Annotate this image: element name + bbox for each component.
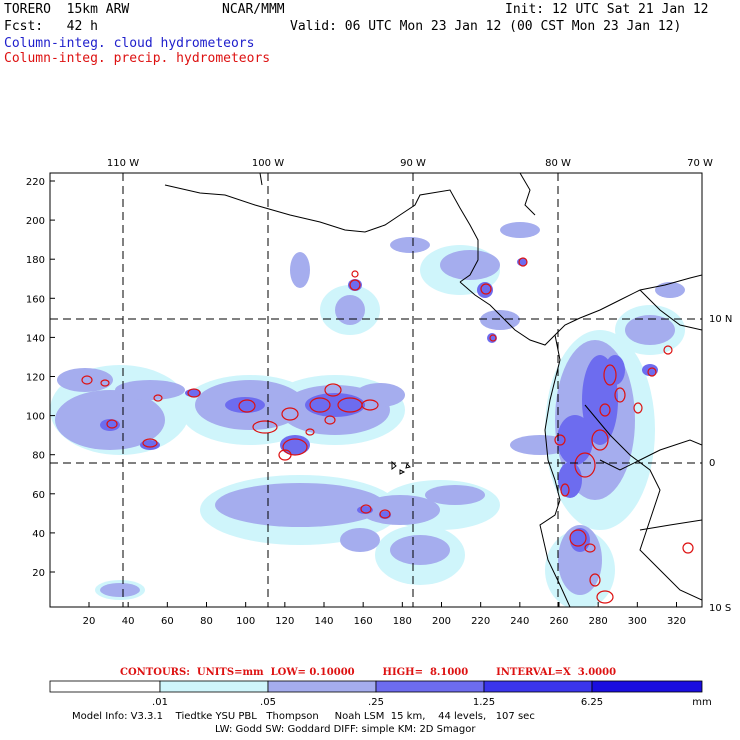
colorbar-level-1: .05 bbox=[260, 697, 276, 708]
lon-label-70w: 70 W bbox=[687, 158, 713, 169]
x-index-label: 60 bbox=[161, 616, 174, 627]
hydrometeor-field bbox=[50, 222, 694, 607]
y-index-label: 200 bbox=[26, 216, 45, 227]
x-index-label: 20 bbox=[83, 616, 96, 627]
x-index-label: 120 bbox=[275, 616, 294, 627]
yucatan-coast bbox=[519, 173, 536, 216]
baja-tip bbox=[259, 173, 263, 186]
init-time: Init: 12 UTC Sat 21 Jan 12 bbox=[505, 2, 709, 17]
y-index-label: 140 bbox=[26, 333, 45, 344]
x-index-label: 100 bbox=[236, 616, 255, 627]
colorbar-bin-2 bbox=[267, 680, 377, 693]
colorbar-level-3: 1.25 bbox=[473, 697, 495, 708]
center-label: NCAR/MMM bbox=[222, 2, 285, 17]
y-index-label: 40 bbox=[32, 529, 45, 540]
y-index-label: 60 bbox=[32, 490, 45, 501]
x-index-label: 240 bbox=[510, 616, 529, 627]
lon-label-110w: 110 W bbox=[107, 158, 139, 169]
colorbar-bin-0 bbox=[49, 680, 161, 693]
model-info-line2: LW: Godd SW: Goddard DIFF: simple KM: 2D… bbox=[215, 724, 476, 735]
colorbar: .01 .05 .25 1.25 6.25 mm bbox=[49, 680, 712, 708]
cloud-field-title: Column-integ. cloud hydrometeors bbox=[4, 36, 255, 51]
forecast-hour: Fcst: 42 h bbox=[4, 19, 98, 34]
colorbar-level-4: 6.25 bbox=[581, 697, 603, 708]
y-index-label: 220 bbox=[26, 177, 45, 188]
y-index-labels: 220 200 180 160 140 120 100 80 60 40 20 bbox=[26, 177, 45, 579]
y-index-label: 80 bbox=[32, 451, 45, 462]
y-index-label: 160 bbox=[26, 294, 45, 305]
axis-ticks bbox=[50, 180, 677, 607]
colorbar-unit: mm bbox=[692, 697, 711, 708]
x-index-label: 320 bbox=[667, 616, 686, 627]
colorbar-level-0: .01 bbox=[152, 697, 168, 708]
colorbar-bin-4 bbox=[483, 680, 593, 693]
x-index-labels: 20 40 60 80 100 120 140 160 180 200 220 240 260 280 30… bbox=[83, 616, 686, 627]
x-index-label: 160 bbox=[354, 616, 373, 627]
lon-label-80w: 80 W bbox=[545, 158, 571, 169]
northern-south-america bbox=[639, 289, 702, 331]
valid-time: Valid: 06 UTC Mon 23 Jan 12 (00 CST Mon … bbox=[290, 19, 682, 34]
colorbar-bin-3 bbox=[375, 680, 485, 693]
precip-field-title: Column-integ. precip. hydrometeors bbox=[4, 51, 271, 66]
galapagos-islands bbox=[391, 460, 411, 475]
contours-info: CONTOURS: UNITS=mm LOW= 0.10000 HIGH= 8.… bbox=[120, 667, 617, 678]
x-index-label: 140 bbox=[314, 616, 333, 627]
peru-border bbox=[599, 439, 702, 471]
lon-label-90w: 90 W bbox=[400, 158, 426, 169]
model-title: TORERO 15km ARW bbox=[4, 2, 130, 17]
colorbar-bin-1 bbox=[159, 680, 269, 693]
lat-label-equator: 0 bbox=[709, 458, 715, 469]
y-index-label: 20 bbox=[32, 568, 45, 579]
y-index-label: 120 bbox=[26, 373, 45, 384]
x-index-label: 180 bbox=[393, 616, 412, 627]
y-index-label: 100 bbox=[26, 412, 45, 423]
mexico-coast bbox=[164, 184, 479, 283]
x-index-label: 40 bbox=[122, 616, 135, 627]
colorbar-level-2: .25 bbox=[368, 697, 384, 708]
lat-label-10s: 10 S bbox=[709, 603, 731, 614]
precip-contours bbox=[81, 257, 694, 604]
map-frame bbox=[49, 172, 703, 608]
lon-label-100w: 100 W bbox=[252, 158, 284, 169]
x-index-label: 300 bbox=[628, 616, 647, 627]
x-index-label: 80 bbox=[200, 616, 213, 627]
central-america-coast bbox=[459, 274, 702, 346]
bolivia-border bbox=[639, 519, 702, 531]
x-index-label: 220 bbox=[471, 616, 490, 627]
x-index-label: 280 bbox=[589, 616, 608, 627]
andes-border bbox=[584, 404, 702, 601]
x-index-label: 200 bbox=[432, 616, 451, 627]
model-info-line1: Model Info: V3.3.1 Tiedtke YSU PBL Thomp… bbox=[72, 711, 535, 722]
lat-label-10n: 10 N bbox=[709, 314, 732, 325]
y-index-label: 180 bbox=[26, 255, 45, 266]
x-index-label: 260 bbox=[549, 616, 568, 627]
colorbar-bin-5 bbox=[591, 680, 703, 693]
latlon-grid bbox=[50, 173, 702, 607]
